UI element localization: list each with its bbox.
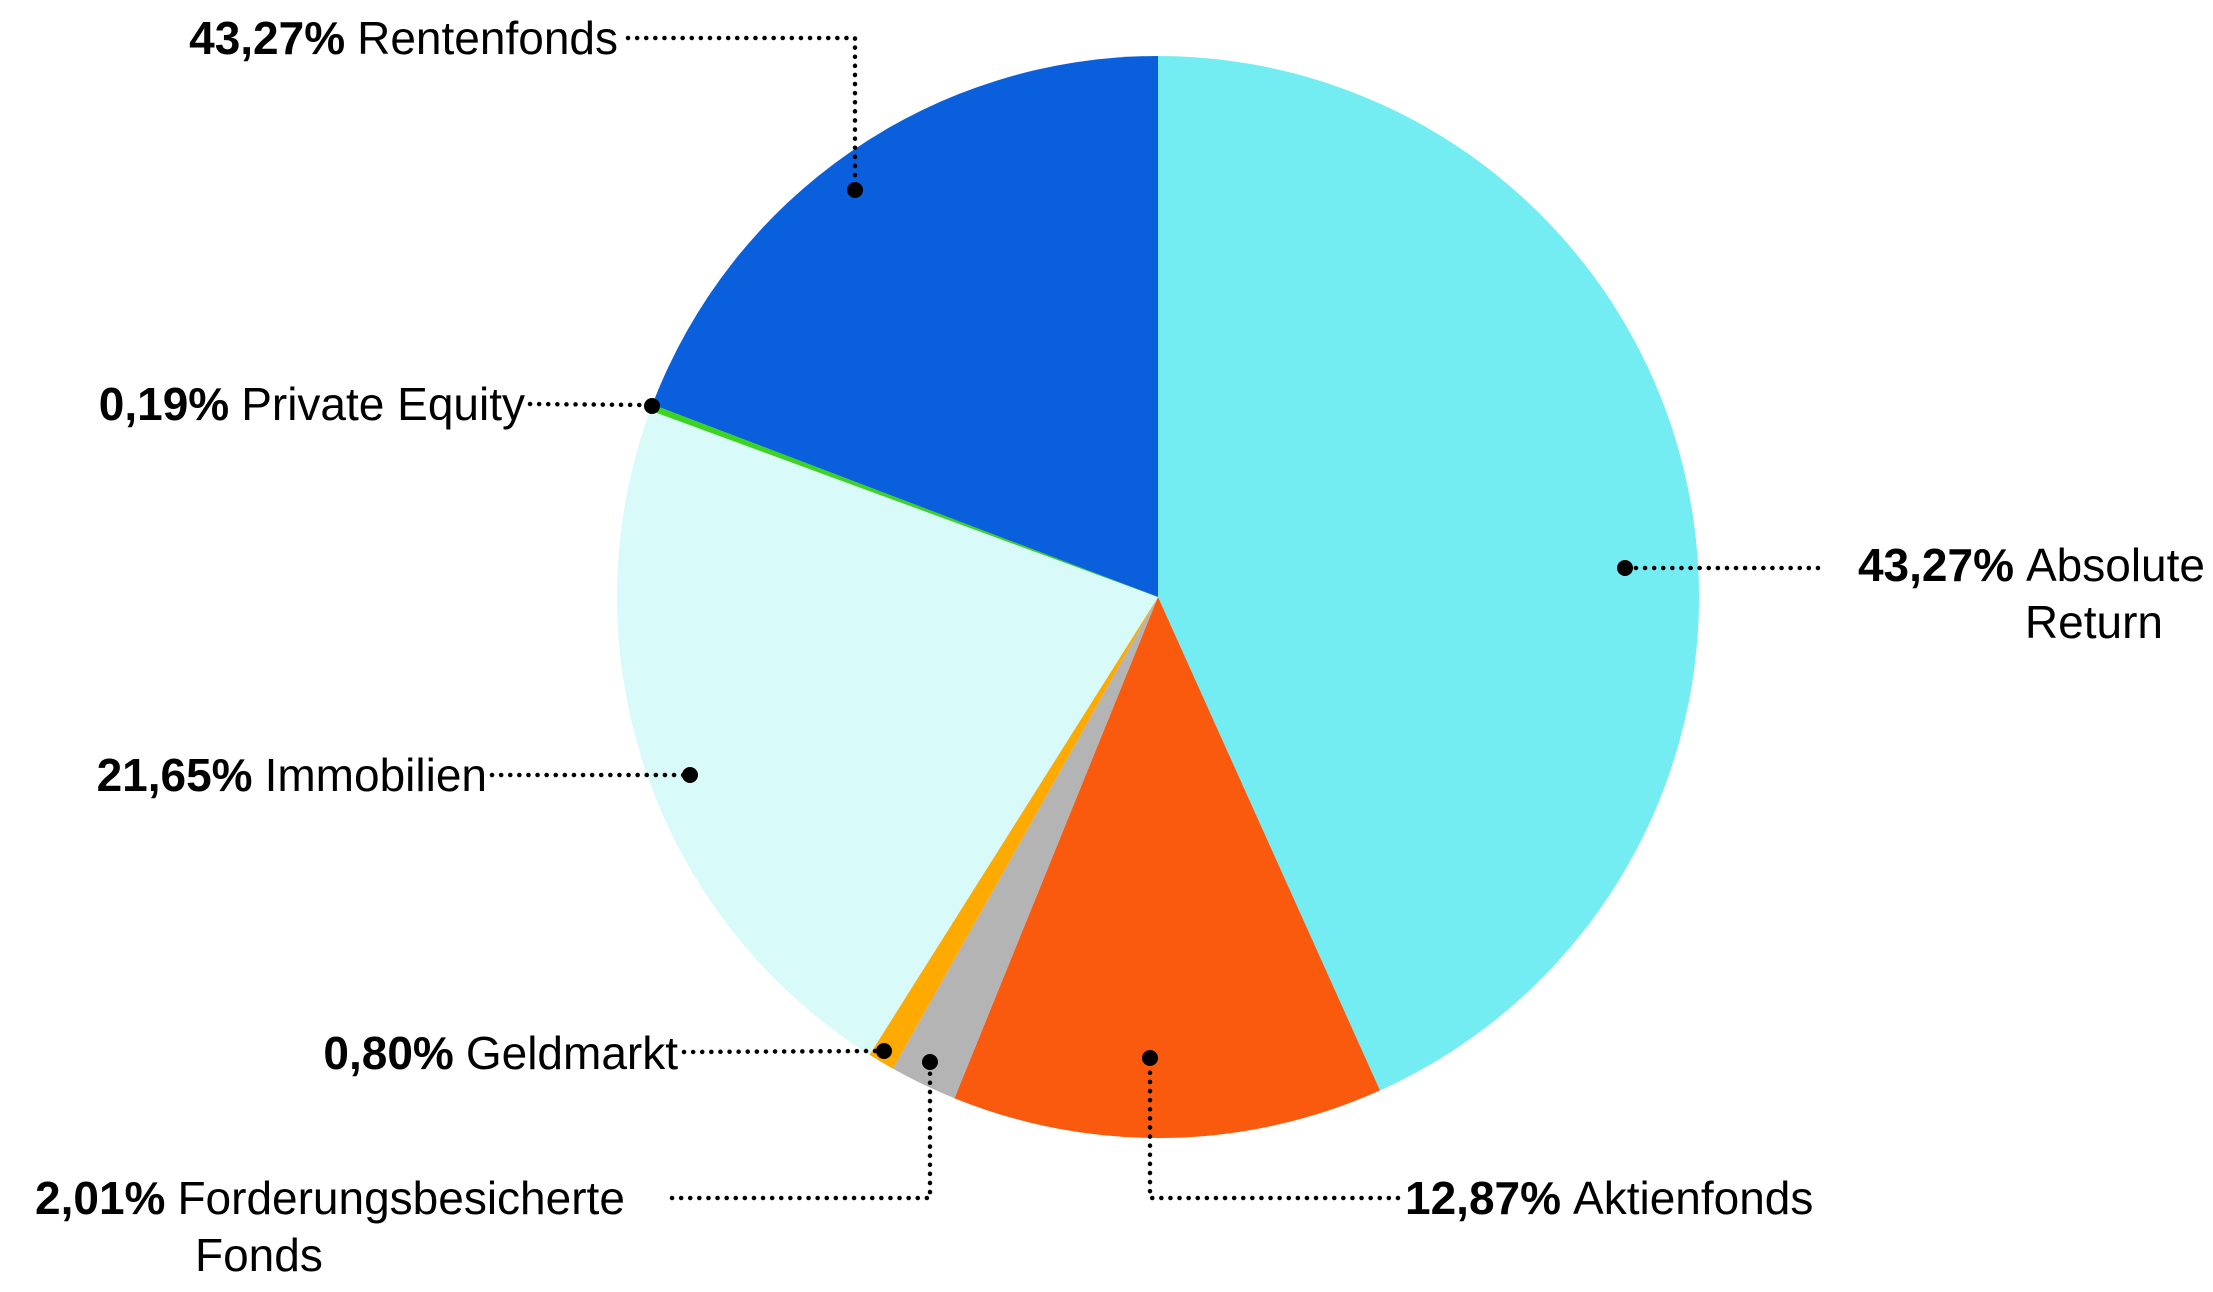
label-rentenfonds-name: Rentenfonds bbox=[357, 12, 618, 64]
label-geldmarkt: 0,80% Geldmarkt bbox=[323, 1025, 678, 1082]
leader-rentenfonds bbox=[625, 35, 858, 185]
label-immobilien-pct: 21,65% bbox=[96, 749, 253, 801]
label-absolute-return-line2: Return bbox=[2024, 596, 2163, 648]
label-geldmarkt-pct: 0,80% bbox=[323, 1027, 454, 1079]
dot-immobilien bbox=[682, 767, 698, 783]
leader-forderungsbesicherte bbox=[669, 1065, 933, 1201]
label-geldmarkt-name: Geldmarkt bbox=[465, 1027, 678, 1079]
pie-slice-private-equity bbox=[650, 404, 1158, 597]
label-aktienfonds: 12,87% Aktienfonds bbox=[1405, 1170, 1813, 1227]
dot-private-equity bbox=[644, 398, 660, 414]
pie-slice-rentenfonds bbox=[652, 56, 1158, 597]
pie-slice-absolute-return bbox=[1158, 56, 1700, 1091]
label-forderungsbesicherte: 2,01% Forderungsbesicherte Fonds bbox=[35, 1170, 625, 1284]
label-immobilien-name: Immobilien bbox=[264, 749, 487, 801]
label-aktienfonds-pct: 12,87% bbox=[1405, 1172, 1562, 1224]
pie-slices bbox=[616, 56, 1700, 1139]
label-forderungsbesicherte-line1: 2,01% Forderungsbesicherte bbox=[35, 1170, 625, 1227]
label-private-equity-name: Private Equity bbox=[241, 378, 525, 430]
label-rentenfonds-pct: 43,27% bbox=[189, 12, 346, 64]
label-absolute-return-pct: 43,27% bbox=[1857, 539, 2014, 591]
dot-geldmarkt bbox=[876, 1043, 892, 1059]
dot-absolute-return bbox=[1617, 560, 1633, 576]
label-absolute-return-name: Absolute bbox=[2025, 539, 2205, 591]
label-absolute-return-line1: 43,27% Absolute bbox=[1858, 537, 2205, 594]
label-forderungsbesicherte-pct: 2,01% bbox=[35, 1172, 166, 1224]
label-private-equity-pct: 0,19% bbox=[98, 378, 230, 430]
leader-aktienfonds bbox=[1147, 1061, 1401, 1201]
dot-rentenfonds bbox=[847, 182, 863, 198]
label-immobilien: 21,65% Immobilien bbox=[97, 747, 487, 804]
label-forderungsbesicherte-name: Forderungsbesicherte bbox=[177, 1172, 625, 1224]
pie-slice-forderungsbesicherte-fonds bbox=[892, 597, 1158, 1099]
label-absolute-return: 43,27% Absolute Return bbox=[1858, 537, 2205, 651]
dot-aktienfonds bbox=[1142, 1050, 1158, 1066]
label-private-equity: 0,19% Private Equity bbox=[99, 376, 525, 433]
leader-private-equity bbox=[527, 401, 649, 408]
leader-geldmarkt bbox=[681, 1048, 881, 1055]
pie-slice-aktienfonds bbox=[954, 597, 1381, 1139]
pie-slice-immobilien bbox=[616, 410, 1158, 1055]
leader-dots bbox=[644, 182, 1633, 1070]
label-rentenfonds: 43,27% Rentenfonds bbox=[189, 10, 618, 67]
leader-lines bbox=[489, 35, 1821, 1201]
label-aktienfonds-name: Aktienfonds bbox=[1573, 1172, 1814, 1224]
pie-slice-geldmarkt bbox=[869, 597, 1158, 1069]
dot-forderungsbesicherte bbox=[922, 1054, 938, 1070]
label-forderungsbesicherte-line2: Fonds bbox=[195, 1229, 323, 1281]
